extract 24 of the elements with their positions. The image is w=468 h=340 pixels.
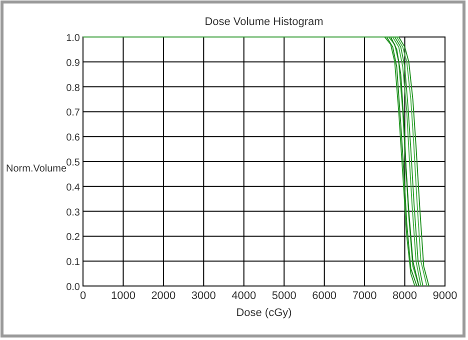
y-tick-label: 0.3 [66,207,80,218]
y-axis-title: Norm.Volume [6,164,68,174]
x-tick-label: 6000 [312,290,337,302]
x-tick-label: 0 [80,290,86,302]
x-tick-label: 1000 [110,290,136,302]
y-tick-label: 0.2 [66,232,80,244]
y-tick-label: 0.0 [66,282,80,293]
x-axis-title: Dose (cGy) [236,307,292,319]
y-tick-label: 1.0 [66,33,80,44]
y-tick-label: 0.6 [66,132,80,144]
x-tick-label: 7000 [352,290,377,302]
x-tick-label: 8000 [392,290,418,302]
y-tick-label: 0.7 [66,108,80,119]
y-tick-label: 0.1 [66,257,80,268]
y-tick-label: 0.9 [66,58,80,69]
chart-title: Dose Volume Histogram [204,16,324,28]
y-tick-label: 0.5 [66,158,80,168]
x-tick-label: 9000 [432,290,458,302]
y-tick-label: 0.8 [66,82,80,94]
y-tick-label: 0.4 [66,182,80,194]
x-tick-label: 3000 [191,290,216,302]
x-tick-label: 4000 [232,290,256,302]
x-tick-label: 2000 [151,290,176,302]
x-tick-label: 5000 [272,290,296,302]
